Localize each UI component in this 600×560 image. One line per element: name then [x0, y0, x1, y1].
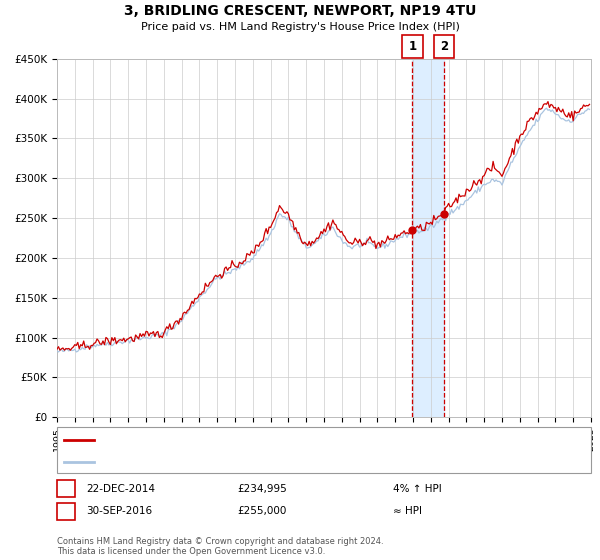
Text: 4% ↑ HPI: 4% ↑ HPI [393, 484, 442, 494]
Text: £255,000: £255,000 [237, 506, 286, 516]
Text: 3, BRIDLING CRESCENT, NEWPORT, NP19 4TU: 3, BRIDLING CRESCENT, NEWPORT, NP19 4TU [124, 4, 476, 18]
Text: HPI: Average price, detached house, Newport: HPI: Average price, detached house, Newp… [100, 457, 326, 466]
Text: 1: 1 [409, 40, 416, 53]
Text: Contains HM Land Registry data © Crown copyright and database right 2024.: Contains HM Land Registry data © Crown c… [57, 537, 383, 546]
Text: Price paid vs. HM Land Registry's House Price Index (HPI): Price paid vs. HM Land Registry's House … [140, 22, 460, 32]
Text: ≈ HPI: ≈ HPI [393, 506, 422, 516]
Text: 2: 2 [62, 506, 70, 516]
Bar [412, 59, 444, 417]
Text: 3, BRIDLING CRESCENT, NEWPORT, NP19 4TU (detached house): 3, BRIDLING CRESCENT, NEWPORT, NP19 4TU … [100, 435, 419, 445]
Text: 2: 2 [440, 40, 448, 53]
Text: 22-DEC-2014: 22-DEC-2014 [86, 484, 155, 494]
Text: This data is licensed under the Open Government Licence v3.0.: This data is licensed under the Open Gov… [57, 547, 325, 556]
Text: 1: 1 [62, 484, 70, 494]
Text: 30-SEP-2016: 30-SEP-2016 [86, 506, 152, 516]
Text: £234,995: £234,995 [237, 484, 287, 494]
